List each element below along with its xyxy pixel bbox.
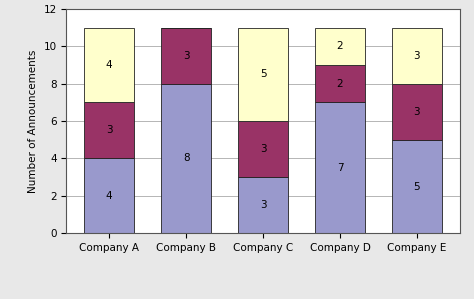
Bar <box>161 28 211 84</box>
Bar <box>392 28 442 84</box>
Bar <box>315 65 365 103</box>
Bar <box>84 28 134 103</box>
Bar <box>238 121 288 177</box>
Bar <box>238 28 288 121</box>
Text: 7: 7 <box>337 163 343 173</box>
Text: 2: 2 <box>337 79 343 89</box>
Text: 3: 3 <box>183 51 190 61</box>
Text: 3: 3 <box>260 200 266 210</box>
Bar <box>238 177 288 233</box>
Bar <box>392 84 442 140</box>
Bar <box>161 84 211 233</box>
Text: 3: 3 <box>260 144 266 154</box>
Text: 4: 4 <box>106 60 112 70</box>
Text: 5: 5 <box>260 69 266 79</box>
Bar <box>392 140 442 233</box>
Text: 2: 2 <box>337 41 343 51</box>
Text: 3: 3 <box>414 51 420 61</box>
Bar <box>84 103 134 158</box>
Bar <box>315 28 365 65</box>
Text: 3: 3 <box>414 107 420 117</box>
Text: 4: 4 <box>106 191 112 201</box>
Bar <box>84 158 134 233</box>
Text: 3: 3 <box>106 126 112 135</box>
Y-axis label: Number of Announcements: Number of Announcements <box>28 49 38 193</box>
Text: 8: 8 <box>183 153 190 164</box>
Bar <box>315 103 365 233</box>
Text: 5: 5 <box>414 181 420 191</box>
